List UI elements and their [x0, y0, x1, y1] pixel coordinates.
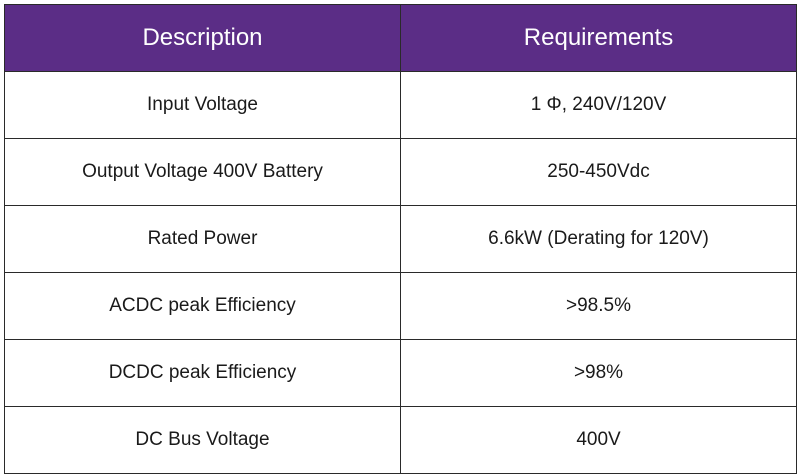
spec-table: Description Requirements Input Voltage 1…: [4, 4, 797, 474]
requirement-cell: >98%: [400, 339, 797, 407]
description-cell: DC Bus Voltage: [4, 406, 401, 474]
column-header-description: Description: [4, 4, 401, 72]
table-row: Output Voltage 400V Battery 250-450Vdc: [4, 138, 797, 206]
table-row: ACDC peak Efficiency >98.5%: [4, 272, 797, 340]
description-cell: Output Voltage 400V Battery: [4, 138, 401, 206]
requirement-cell: 250-450Vdc: [400, 138, 797, 206]
description-cell: DCDC peak Efficiency: [4, 339, 401, 407]
table-header-row: Description Requirements: [4, 4, 797, 72]
requirement-cell: >98.5%: [400, 272, 797, 340]
requirement-cell: 6.6kW (Derating for 120V): [400, 205, 797, 273]
description-cell: Rated Power: [4, 205, 401, 273]
table-row: DC Bus Voltage 400V: [4, 406, 797, 474]
requirement-cell: 1 Φ, 240V/120V: [400, 71, 797, 139]
description-cell: ACDC peak Efficiency: [4, 272, 401, 340]
table-row: Rated Power 6.6kW (Derating for 120V): [4, 205, 797, 273]
column-header-requirements: Requirements: [400, 4, 797, 72]
table-row: DCDC peak Efficiency >98%: [4, 339, 797, 407]
table-row: Input Voltage 1 Φ, 240V/120V: [4, 71, 797, 139]
description-cell: Input Voltage: [4, 71, 401, 139]
requirement-cell: 400V: [400, 406, 797, 474]
